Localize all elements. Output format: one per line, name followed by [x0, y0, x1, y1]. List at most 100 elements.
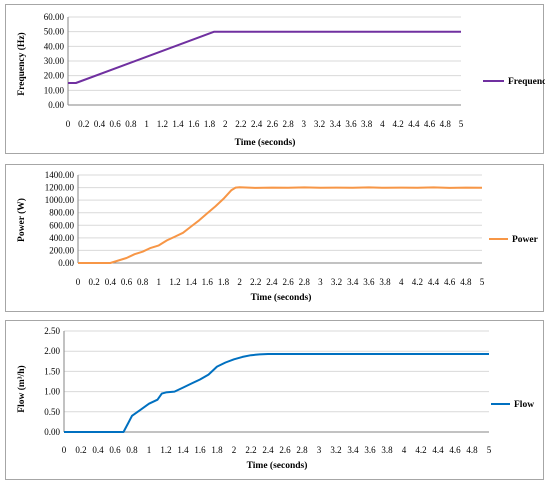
x-tick-label: 0.2 [89, 277, 100, 287]
x-tick-label: 2 [237, 277, 242, 287]
x-tick-label: 0.4 [94, 119, 106, 129]
series-line-power [78, 186, 483, 264]
x-tick-label: 3.8 [361, 119, 373, 129]
x-tick-label: 4.6 [449, 445, 461, 455]
x-tick-label: 0.4 [92, 445, 104, 455]
x-tick-label: 3.2 [331, 277, 342, 287]
x-tick-label: 4.2 [412, 277, 423, 287]
x-axis-label: Time (seconds) [251, 292, 312, 303]
y-tick-label: 0.00 [58, 258, 74, 268]
x-tick-label: 1.4 [172, 119, 184, 129]
x-tick-label: 3.6 [363, 277, 375, 287]
x-tick-label: 2.4 [266, 277, 278, 287]
x-tick-label: 3.2 [314, 119, 325, 129]
x-tick-label: 5 [459, 119, 464, 129]
frequency-chart-panel: Frequency (Hz) Time (seconds) Frequency … [5, 4, 545, 154]
x-tick-label: 4.6 [424, 119, 436, 129]
legend-label: Frequency [508, 77, 545, 87]
gridlines [64, 330, 489, 433]
x-tick-label: 3.4 [347, 445, 359, 455]
x-tick-label: 3 [302, 119, 307, 129]
x-tick-label: 1.6 [202, 277, 214, 287]
y-tick-label: 1200.00 [45, 183, 75, 193]
y-tick-label: 60.00 [44, 12, 65, 22]
x-tick-label: 5 [487, 445, 492, 455]
x-tick-label: 2 [232, 445, 237, 455]
y-tick-label: 20.00 [44, 71, 65, 81]
x-tick-label: 1.8 [218, 277, 230, 287]
x-tick-label: 3.8 [381, 445, 393, 455]
x-tick-label: 0.8 [125, 119, 137, 129]
x-tick-label: 1.2 [157, 119, 168, 129]
x-tick-label: 2.2 [235, 119, 246, 129]
x-tick-label: 0.8 [137, 277, 149, 287]
y-axis-label: Frequency (Hz) [16, 32, 27, 95]
x-tick-label: 3.6 [345, 119, 357, 129]
y-tick-label: 400.00 [49, 233, 74, 243]
x-tick-label: 0.6 [109, 445, 121, 455]
x-tick-label: 5 [480, 277, 485, 287]
x-tick-label: 2 [223, 119, 228, 129]
x-tick-label: 1.2 [160, 445, 171, 455]
x-tick-label: 0.6 [121, 277, 133, 287]
x-tick-label: 4.4 [408, 119, 420, 129]
x-tick-label: 0 [66, 119, 71, 129]
x-tick-label: 2.8 [299, 277, 311, 287]
x-tick-label: 4.8 [466, 445, 478, 455]
x-tick-label: 1 [147, 445, 152, 455]
x-tick-label: 3.4 [347, 277, 359, 287]
x-tick-label: 3.8 [379, 277, 391, 287]
x-tick-label: 1 [157, 277, 162, 287]
power-chart: Power (W) Time (seconds) Power 0.00 200.0… [16, 170, 539, 303]
y-tick-label: 600.00 [49, 220, 74, 230]
x-tick-label: 3.2 [330, 445, 341, 455]
x-tick-label: 0 [62, 445, 67, 455]
x-tick-label: 1.2 [169, 277, 180, 287]
x-axis-label: Time (seconds) [247, 460, 308, 471]
y-tick-label: 0.00 [44, 427, 60, 437]
x-tick-label: 2.6 [279, 445, 291, 455]
x-tick-label: 4.6 [444, 277, 456, 287]
y-tick-label: 1.00 [44, 387, 60, 397]
x-tick-label: 2.2 [245, 445, 256, 455]
x-tick-label: 4.8 [440, 119, 452, 129]
flow-chart: Flow (m³/h) Time (seconds) Flow 0.00 0.50… [16, 326, 534, 471]
x-tick-label: 3 [317, 445, 322, 455]
y-tick-label: 0.50 [44, 407, 60, 417]
y-tick-label: 50.00 [44, 27, 65, 37]
x-tick-label: 2.2 [250, 277, 261, 287]
x-tick-label: 1.6 [194, 445, 206, 455]
x-tick-label: 1.8 [204, 119, 216, 129]
x-tick-label: 1 [144, 119, 149, 129]
y-axis-label: Power (W) [16, 198, 27, 242]
y-tick-label: 2.50 [44, 326, 60, 336]
y-tick-label: 200.00 [49, 245, 74, 255]
legend-label: Power [512, 235, 539, 245]
y-tick-label: 800.00 [49, 208, 74, 218]
x-tick-label: 2.4 [251, 119, 263, 129]
x-tick-label: 2.6 [282, 277, 294, 287]
x-tick-label: 1.6 [188, 119, 200, 129]
frequency-chart: Frequency (Hz) Time (seconds) Frequency … [16, 12, 545, 148]
x-tick-label: 4.2 [415, 445, 426, 455]
x-tick-label: 4 [402, 445, 407, 455]
x-tick-label: 0.4 [105, 277, 117, 287]
x-tick-label: 0 [76, 277, 81, 287]
y-tick-label: 1400.00 [45, 170, 75, 180]
legend-label: Flow [514, 400, 534, 410]
x-tick-label: 0.8 [126, 445, 138, 455]
x-tick-label: 0.2 [78, 119, 89, 129]
power-chart-panel: Power (W) Time (seconds) Power 0.00 200.0… [5, 164, 544, 312]
x-axis-label: Time (seconds) [235, 137, 296, 148]
x-tick-label: 2.8 [296, 445, 308, 455]
x-tick-label: 0.2 [75, 445, 86, 455]
y-tick-label: 40.00 [44, 41, 65, 51]
x-tick-label: 4.4 [428, 277, 440, 287]
x-tick-label: 4.8 [460, 277, 472, 287]
x-tick-label: 4 [380, 119, 385, 129]
x-tick-label: 4.2 [392, 119, 403, 129]
y-tick-label: 1000.00 [45, 195, 75, 205]
y-tick-label: 10.00 [44, 85, 65, 95]
y-axis-label: Flow (m³/h) [16, 365, 27, 412]
y-tick-label: 0.00 [48, 100, 64, 110]
